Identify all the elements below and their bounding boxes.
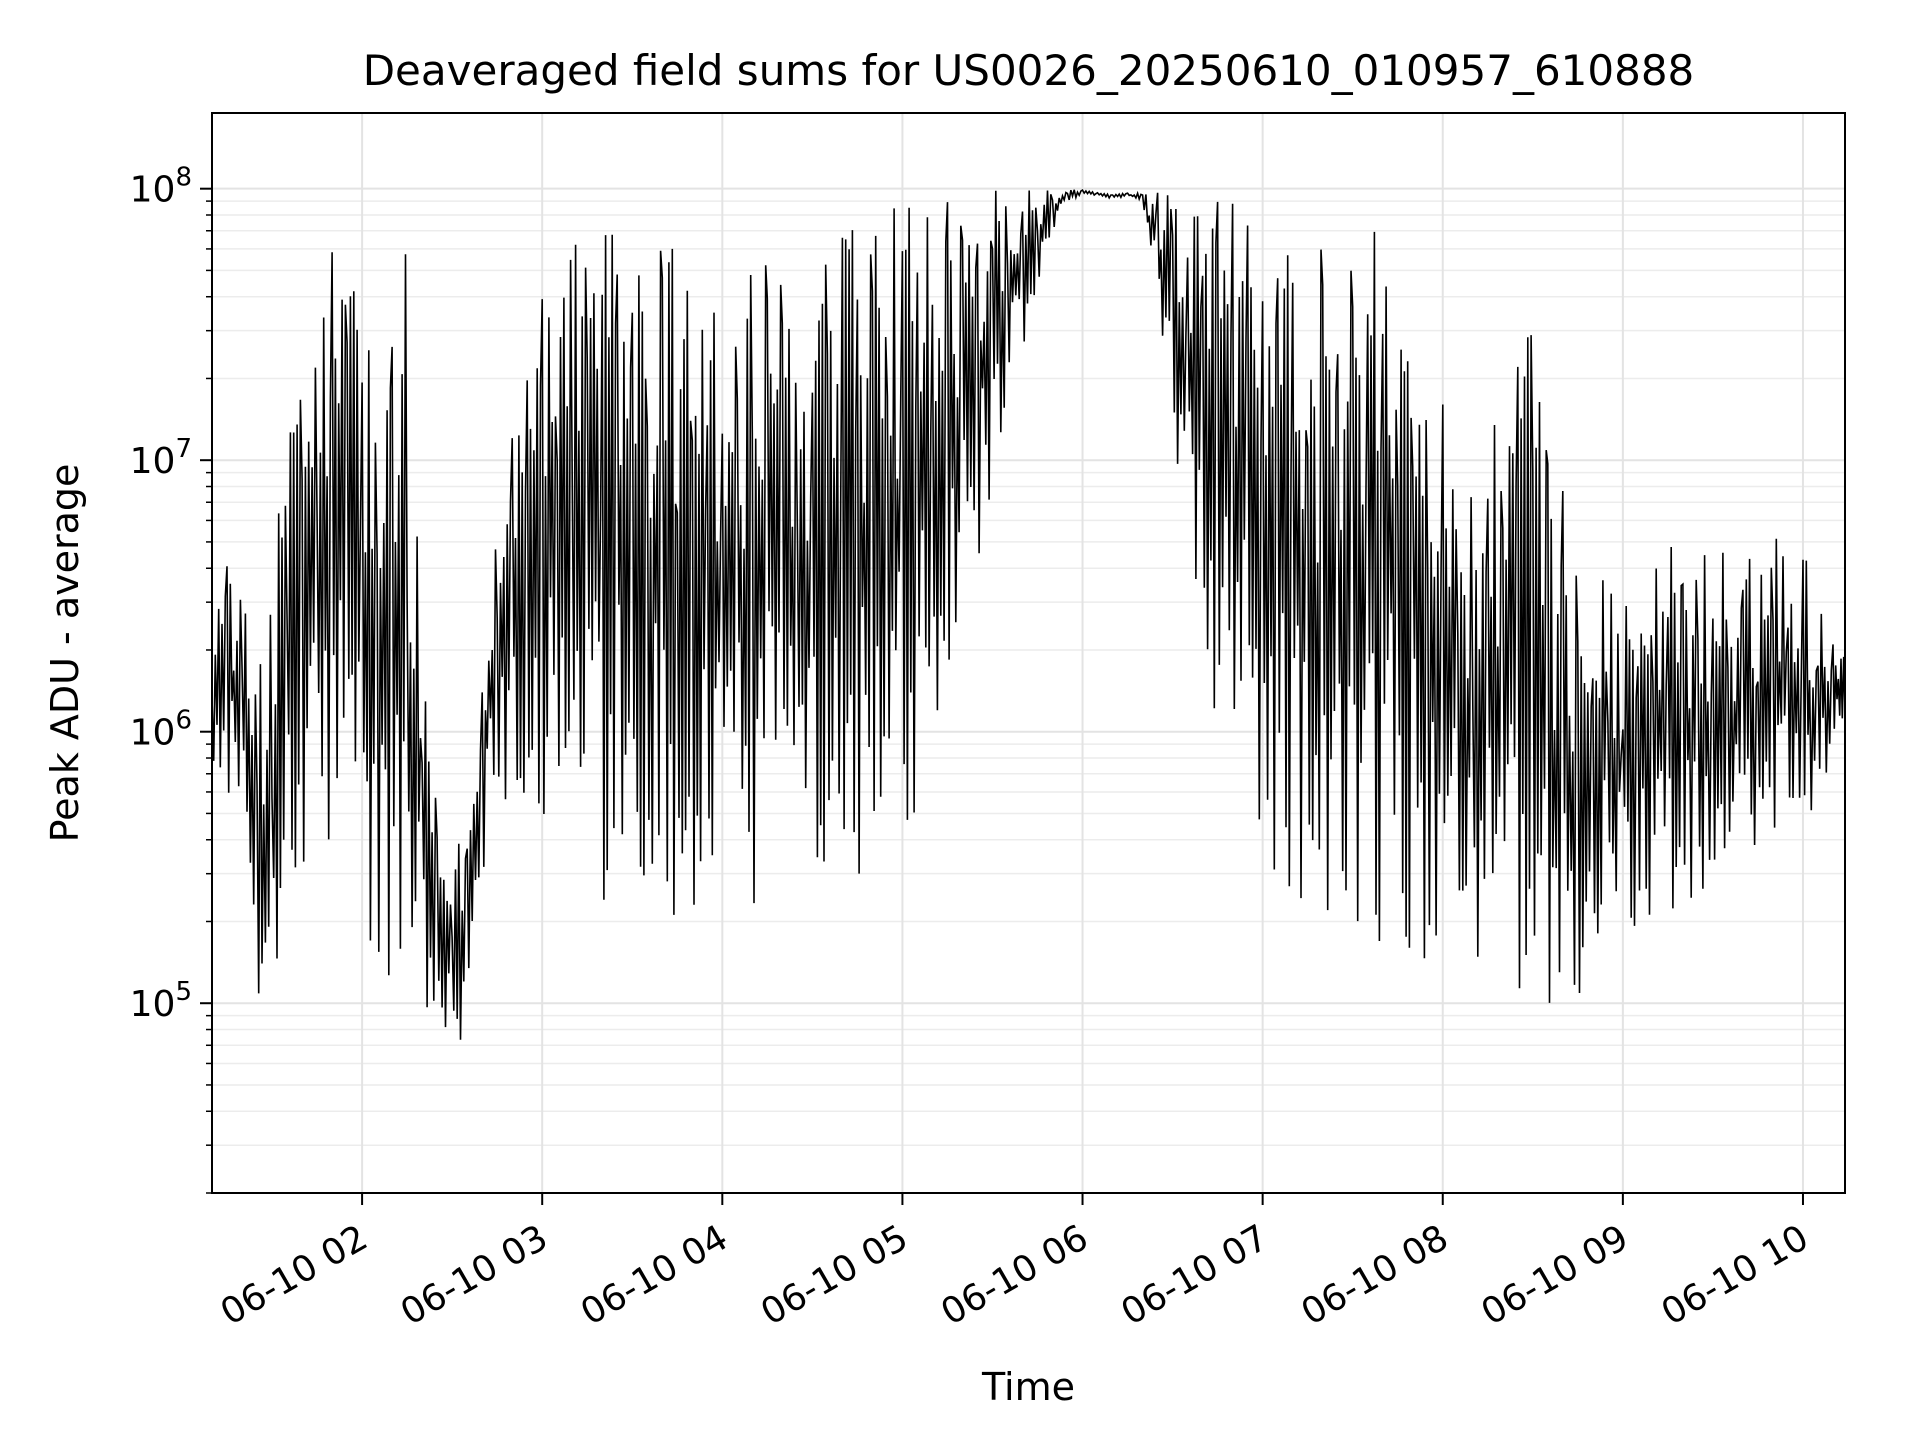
chart-title: Deaveraged field sums for US0026_2025061… [363,46,1695,95]
y-tick-label: 108 [130,163,192,211]
data-series [211,189,1846,1040]
grid [212,113,1845,1194]
y-tick-label: 106 [130,706,192,754]
plot-frame [211,112,1846,1194]
y-axis-label: Peak ADU - average [43,464,87,843]
y-axis-ticks: 105 106 107 108 [130,163,212,1194]
series-line [211,189,1846,1040]
y-tick-label: 105 [130,977,192,1025]
x-axis-label: Time [981,1365,1075,1409]
y-tick-label: 107 [130,434,192,482]
